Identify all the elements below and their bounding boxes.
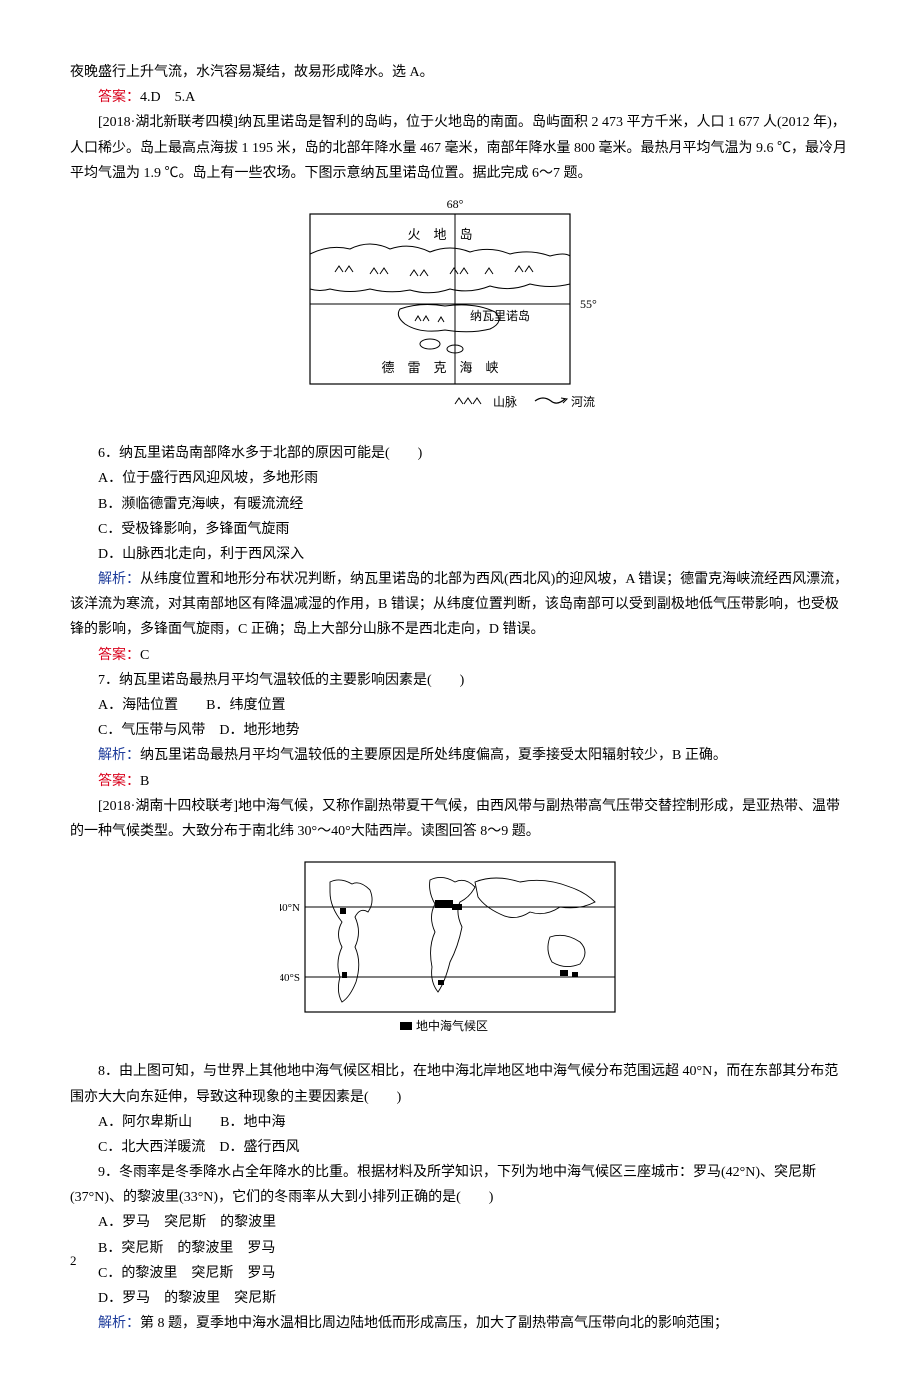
lon-label: 68°: [447, 197, 464, 211]
q7-opt-ab: A．海陆位置 B．纬度位置: [70, 693, 850, 718]
figure-world-map: 40°N 40°S 地中海气候区: [70, 852, 850, 1051]
page-number: 2: [70, 1249, 77, 1272]
lat-40s: 40°S: [280, 972, 300, 984]
answer-label: 答案：: [98, 90, 140, 105]
analysis-text: 第 8 题，夏季地中海水温相比周边陆地低而形成高压，加大了副热带高气压带向北的影…: [140, 1316, 728, 1331]
legend-river: 河流: [571, 395, 595, 409]
answer-text: B: [140, 774, 149, 789]
q6-opt-b: B．濒临德雷克海峡，有暖流流经: [70, 492, 850, 517]
q8-stem: 8．由上图可知，与世界上其他地中海气候区相比，在地中海北岸地区地中海气候分布范围…: [70, 1059, 850, 1109]
q6-opt-a: A．位于盛行西风迎风坡，多地形雨: [70, 466, 850, 491]
answer-text: 4.D 5.A: [140, 90, 195, 105]
q8-opt-ab: A．阿尔卑斯山 B．地中海: [70, 1110, 850, 1135]
passage-67: [2018·湖北新联考四模]纳瓦里诺岛是智利的岛屿，位于火地岛的南面。岛屿面积 …: [70, 110, 850, 186]
lat-40n: 40°N: [280, 902, 300, 914]
answer-line-45: 答案：4.D 5.A: [70, 85, 850, 110]
answer-label: 答案：: [98, 648, 140, 663]
answer-text: C: [140, 648, 149, 663]
q7-stem: 7．纳瓦里诺岛最热月平均气温较低的主要影响因素是( ): [70, 668, 850, 693]
q6-opt-d: D．山脉西北走向，利于西风深入: [70, 542, 850, 567]
fuego-label: 火 地 岛: [407, 227, 472, 242]
q9-stem: 9．冬雨率是冬季降水占全年降水的比重。根据材料及所学知识，下列为地中海气候区三座…: [70, 1160, 850, 1210]
passage-89: [2018·湖南十四校联考]地中海气候，又称作副热带夏干气候，由西风带与副热带高…: [70, 794, 850, 844]
q6-opt-c: C．受极锋影响，多锋面气旋雨: [70, 517, 850, 542]
legend-med: 地中海气候区: [416, 1018, 488, 1033]
q6-stem: 6．纳瓦里诺岛南部降水多于北部的原因可能是( ): [70, 441, 850, 466]
carryover-line: 夜晚盛行上升气流，水汽容易凝结，故易形成降水。选 A。: [70, 60, 850, 85]
q6-analysis: 解析：从纬度位置和地形分布状况判断，纳瓦里诺岛的北部为西风(西北风)的迎风坡，A…: [70, 567, 850, 643]
q9-opt-b: B．突尼斯 的黎波里 罗马: [70, 1236, 850, 1261]
q9-analysis: 解析：第 8 题，夏季地中海水温相比周边陆地低而形成高压，加大了副热带高气压带向…: [70, 1311, 850, 1336]
strait-label: 德 雷 克 海 峡: [381, 360, 498, 375]
q9-opt-a: A．罗马 突尼斯 的黎波里: [70, 1210, 850, 1235]
lat-label: 55°: [580, 297, 597, 311]
analysis-label: 解析：: [98, 1316, 140, 1331]
navarino-label: 纳瓦里诺岛: [470, 308, 530, 323]
q7-analysis: 解析：纳瓦里诺岛最热月平均气温较低的主要原因是所处纬度偏高，夏季接受太阳辐射较少…: [70, 743, 850, 768]
analysis-text: 从纬度位置和地形分布状况判断，纳瓦里诺岛的北部为西风(西北风)的迎风坡，A 错误…: [70, 572, 848, 637]
answer-label: 答案：: [98, 774, 140, 789]
analysis-label: 解析：: [98, 572, 140, 587]
world-svg: 40°N 40°S 地中海气候区: [280, 852, 640, 1042]
q9-opt-d: D．罗马 的黎波里 突尼斯: [70, 1286, 850, 1311]
q7-answer: 答案：B: [70, 769, 850, 794]
q6-answer: 答案：C: [70, 643, 850, 668]
q9-opt-c: C．的黎波里 突尼斯 罗马: [70, 1261, 850, 1286]
q7-opt-cd: C．气压带与风带 D．地形地势: [70, 718, 850, 743]
q8-opt-cd: C．北大西洋暖流 D．盛行西风: [70, 1135, 850, 1160]
analysis-label: 解析：: [98, 748, 140, 763]
figure-navarino-map: 68° 55° 火 地 岛 纳瓦里诺岛 德 雷 克 海 峡: [70, 194, 850, 433]
navarino-svg: 68° 55° 火 地 岛 纳瓦里诺岛 德 雷 克 海 峡: [280, 194, 640, 424]
analysis-text: 纳瓦里诺岛最热月平均气温较低的主要原因是所处纬度偏高，夏季接受太阳辐射较少，B …: [140, 748, 727, 763]
legend-mtn: 山脉: [493, 394, 517, 409]
